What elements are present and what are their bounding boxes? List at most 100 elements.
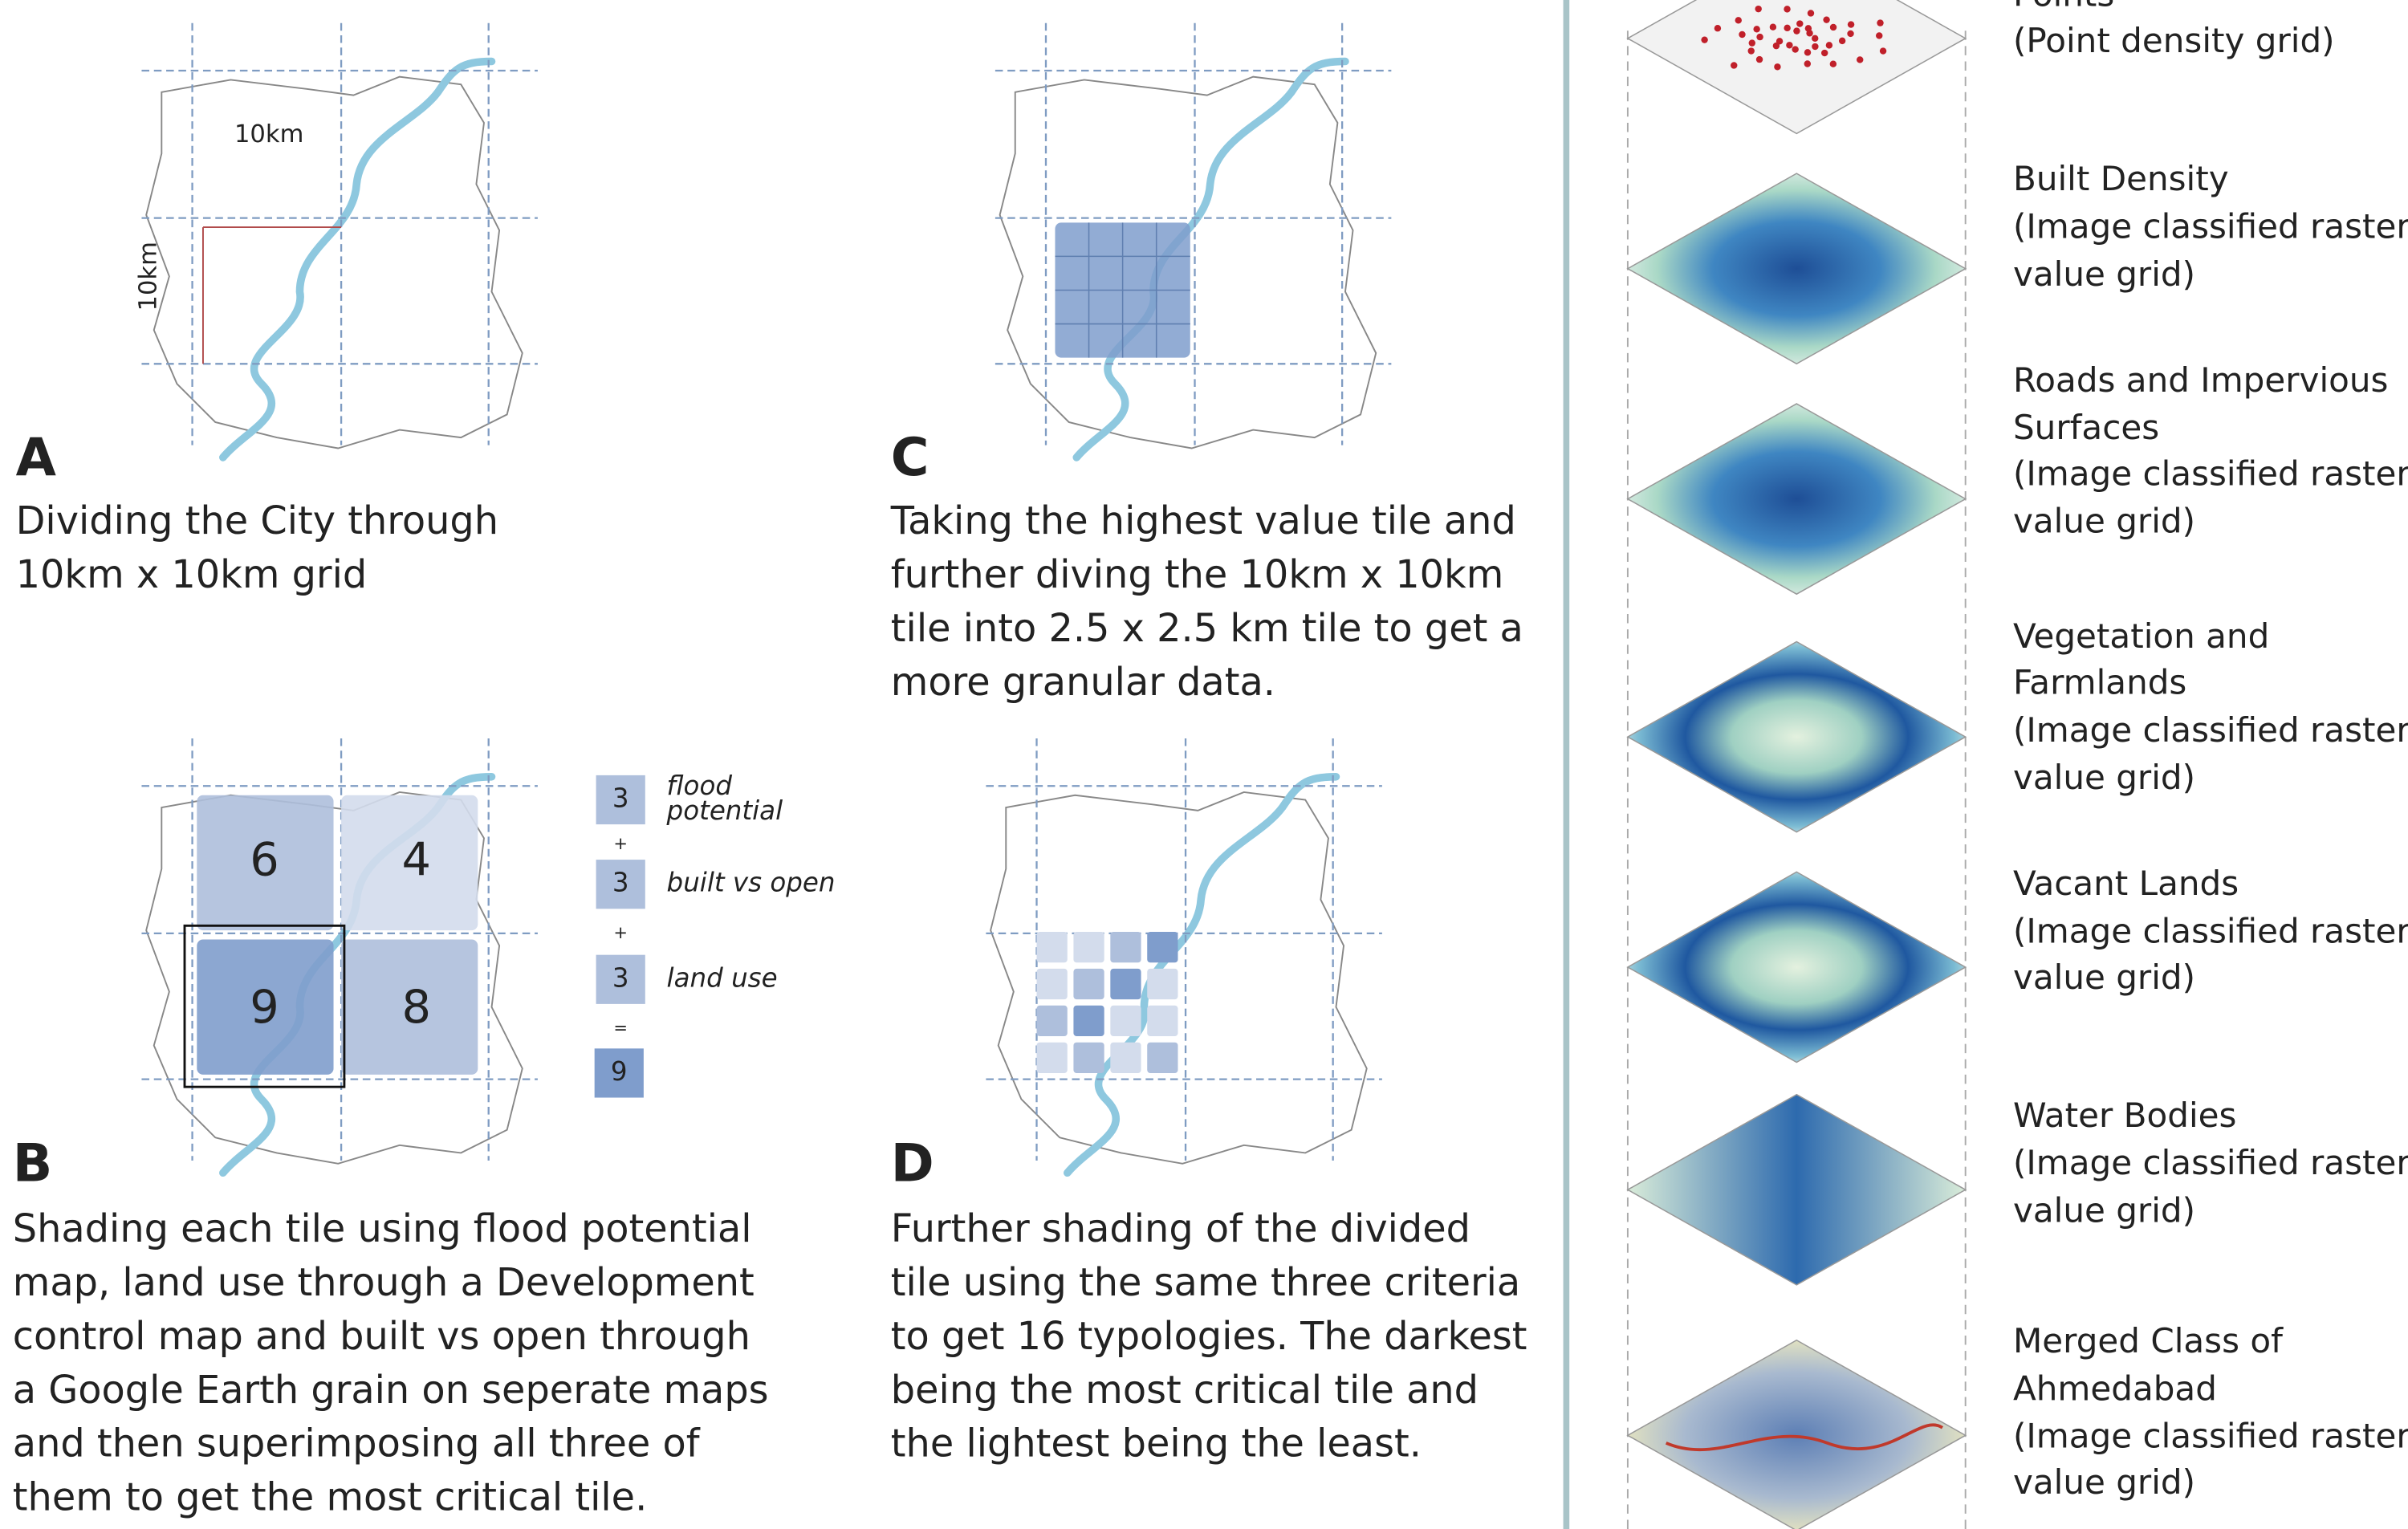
density-point xyxy=(1876,32,1882,39)
density-point xyxy=(1839,38,1845,44)
dimension-label: 10km xyxy=(135,242,163,311)
layer-label: Points xyxy=(2013,0,2114,14)
caption-line: a Google Earth grain on seperate maps xyxy=(13,1368,769,1413)
density-point xyxy=(1877,19,1883,26)
layer-label: value grid) xyxy=(2013,758,2195,797)
layer-label: (Image classified raster xyxy=(2013,1417,2408,1456)
layer-label: (Image classified raster xyxy=(2013,911,2408,950)
panel-letter: B xyxy=(13,1134,53,1194)
layer-label: value grid) xyxy=(2013,1462,2195,1502)
layer-tile xyxy=(1628,0,1966,133)
legend-label: built vs open xyxy=(667,868,836,898)
density-point xyxy=(1806,30,1812,36)
density-point xyxy=(1823,16,1829,22)
density-point xyxy=(1830,24,1837,30)
density-point xyxy=(1749,39,1755,46)
sub-tile xyxy=(1147,969,1178,999)
layer-label: value grid) xyxy=(2013,1190,2195,1230)
density-point xyxy=(1847,30,1853,37)
sub-tile xyxy=(1110,1006,1141,1036)
caption-line: Taking the highest value tile and xyxy=(890,499,1516,543)
sub-tile xyxy=(1147,932,1178,962)
density-point xyxy=(1808,10,1814,16)
sub-tile xyxy=(1073,932,1104,962)
layer-stack: Points(Point density grid)Built Density(… xyxy=(1628,0,2408,1529)
tile-value: 8 xyxy=(402,980,431,1034)
layer-tile xyxy=(1628,1340,1966,1529)
sub-tile xyxy=(1147,1043,1178,1073)
caption-line: them to get the most critical tile. xyxy=(13,1476,648,1520)
density-point xyxy=(1731,62,1737,68)
caption-line: map, land use through a Development xyxy=(13,1261,755,1305)
layer-label: Vacant Lands xyxy=(2013,864,2239,903)
density-point xyxy=(1756,34,1763,40)
layer-label: Ahmedabad xyxy=(2013,1368,2217,1408)
legend-result: 9 xyxy=(611,1056,628,1087)
tile-value: 4 xyxy=(402,833,431,887)
density-point xyxy=(1792,46,1798,52)
legend-value: 3 xyxy=(612,962,629,993)
layer-tile xyxy=(1628,1095,1966,1285)
density-point xyxy=(1880,47,1886,54)
layer-tile xyxy=(1628,404,1966,594)
caption-line: Further shading of the divided xyxy=(891,1207,1470,1251)
caption-line: tile into 2.5 x 2.5 km tile to get a xyxy=(891,607,1523,651)
layer-label: Surfaces xyxy=(2013,408,2159,447)
layer-label: Roads and Impervious xyxy=(2013,360,2388,400)
operator: + xyxy=(613,833,628,853)
caption-line: the lightest being the least. xyxy=(891,1422,1422,1466)
layer-tile xyxy=(1628,641,1966,832)
caption-line: further diving the 10km x 10km xyxy=(891,553,1504,597)
tiles xyxy=(197,795,478,1075)
figure: 10km 10km Points(Point density grid)Buil… xyxy=(0,0,2408,1529)
layer-label: value grid) xyxy=(2013,502,2195,541)
density-point xyxy=(1812,43,1818,50)
density-point xyxy=(1793,27,1800,34)
layer-label: (Point density grid) xyxy=(2013,21,2335,60)
caption-line: Shading each tile using flood potential xyxy=(13,1207,752,1251)
layer-tile xyxy=(1628,872,1966,1062)
density-point xyxy=(1821,50,1828,56)
sub-tile xyxy=(1110,1043,1141,1073)
density-point xyxy=(1755,6,1761,12)
density-point xyxy=(1812,35,1818,42)
density-point xyxy=(1830,60,1837,67)
density-point xyxy=(1826,42,1832,48)
sub-tile xyxy=(1110,932,1141,962)
layer-label: (Image classified raster xyxy=(2013,453,2408,493)
sub-tile xyxy=(1037,969,1068,999)
sub-tile xyxy=(1037,1043,1068,1073)
density-point xyxy=(1784,6,1790,12)
density-point xyxy=(1804,49,1811,55)
density-point xyxy=(1776,38,1783,44)
legend-label: land use xyxy=(667,962,778,993)
sub-tile xyxy=(1037,932,1068,962)
tile-value: 6 xyxy=(250,833,279,887)
dimension-label: 10km xyxy=(234,120,303,148)
sub-tiles xyxy=(1037,932,1178,1073)
layer-label: Vegetation and xyxy=(2013,616,2269,656)
caption-line: 10km x 10km grid xyxy=(16,553,368,597)
layer-label: Water Bodies xyxy=(2013,1096,2236,1135)
density-point xyxy=(1848,21,1854,27)
sub-tile xyxy=(1037,1006,1068,1036)
layer-label: (Image classified raster xyxy=(2013,710,2408,750)
city-map xyxy=(141,23,537,457)
density-point xyxy=(1701,36,1707,43)
density-point xyxy=(1857,56,1863,63)
caption-line: tile using the same three criteria xyxy=(891,1261,1520,1305)
caption-line: to get 16 typologies. The darkest xyxy=(891,1315,1527,1359)
layer-label: Merged Class of xyxy=(2013,1321,2284,1360)
density-point xyxy=(1784,25,1790,31)
sub-tile xyxy=(1073,1006,1104,1036)
density-point xyxy=(1714,25,1721,31)
sub-tile xyxy=(1073,1043,1104,1073)
operator: + xyxy=(613,922,628,942)
density-point xyxy=(1739,31,1745,38)
panel-letter: C xyxy=(891,428,929,488)
panel-letter: D xyxy=(891,1134,934,1194)
caption-line: being the most critical tile and xyxy=(891,1368,1479,1413)
layer-tile xyxy=(1628,173,1966,364)
layer-label: value grid) xyxy=(2013,958,2195,997)
sub-tile xyxy=(1147,1006,1178,1036)
